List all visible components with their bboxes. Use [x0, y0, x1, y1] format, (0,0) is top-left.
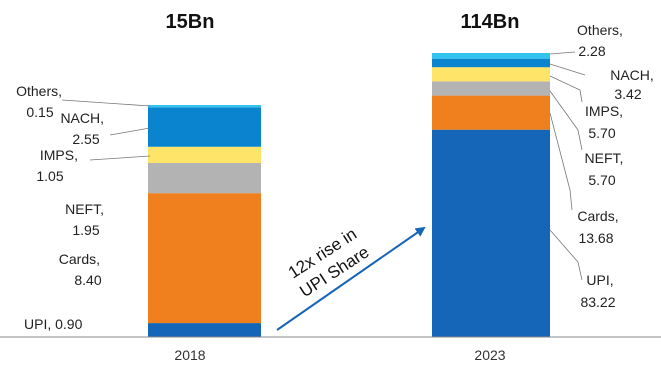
label-imps-2018-value: 1.05 [36, 168, 63, 184]
leader-lines [61, 51, 586, 281]
label-upi-2018: UPI, 0.90 [24, 316, 83, 332]
bar-segment-imps-2023 [432, 67, 550, 82]
bar-segment-cards-2018 [148, 193, 261, 324]
label-neft-2023-name: NEFT, [585, 150, 624, 166]
label-cards-2018-name: Cards, [59, 251, 100, 267]
label-cards-2023-name: Cards, [577, 208, 618, 224]
bar-segment-nach-2023 [432, 58, 550, 68]
bar-segment-others-2023 [432, 53, 550, 59]
total-label-2018: 15Bn [166, 11, 215, 33]
label-imps-2023-name: IMPS, [585, 103, 623, 119]
leader-cards-2023 [549, 112, 573, 211]
leader-imps-2023 [549, 75, 583, 103]
label-upi-2023-name: UPI, [586, 272, 613, 288]
x-tick-2023: 2023 [474, 347, 505, 363]
label-neft-2018-name: NEFT, [65, 201, 104, 217]
leader-imps-2018 [89, 155, 151, 161]
bar-segment-neft-2018 [148, 163, 261, 194]
bar-stack-2018 [148, 105, 261, 337]
bar-segment-cards-2023 [432, 95, 550, 130]
bar-segment-others-2018 [148, 105, 261, 108]
bar-stack-2023 [432, 53, 550, 337]
bar-segment-neft-2023 [432, 81, 550, 96]
label-upi-2023-value: 83.22 [580, 294, 615, 310]
leader-others-2018 [61, 99, 151, 107]
growth-arrow [276, 226, 426, 331]
label-nach-2023-value: 3.42 [614, 86, 641, 102]
leader-others-2023 [549, 51, 576, 55]
leader-nach-2018 [109, 127, 151, 136]
bar-segment-upi-2018 [148, 323, 261, 337]
label-nach-2018-value: 2.55 [72, 131, 99, 147]
x-tick-2018: 2018 [174, 347, 205, 363]
label-imps-2023-value: 5.70 [588, 125, 615, 141]
bar-segment-upi-2023 [432, 129, 550, 337]
label-others-2023-value: 2.28 [578, 43, 605, 59]
label-others-2018-name: Others, [16, 83, 62, 99]
label-nach-2023-name: NACH, [610, 67, 654, 83]
total-label-2023: 114Bn [461, 11, 520, 33]
label-neft-2023-value: 5.70 [588, 172, 615, 188]
bar-segment-imps-2018 [148, 146, 261, 163]
label-cards-2023-value: 13.68 [578, 230, 613, 246]
label-nach-2018-name: NACH, [60, 110, 104, 126]
leader-nach-2023 [549, 63, 586, 76]
label-imps-2018-name: IMPS, [40, 147, 78, 163]
leader-upi-2023 [549, 229, 583, 281]
leader-neft-2023 [549, 90, 583, 151]
bar-segment-nach-2018 [148, 107, 261, 147]
label-neft-2018-value: 1.95 [72, 222, 99, 238]
label-others-2018-value: 0.15 [26, 104, 53, 120]
label-cards-2018-value: 8.40 [74, 272, 101, 288]
label-others-2023-name: Others, [577, 22, 623, 38]
growth-annotation: 12x rise in UPI Share [285, 224, 373, 301]
